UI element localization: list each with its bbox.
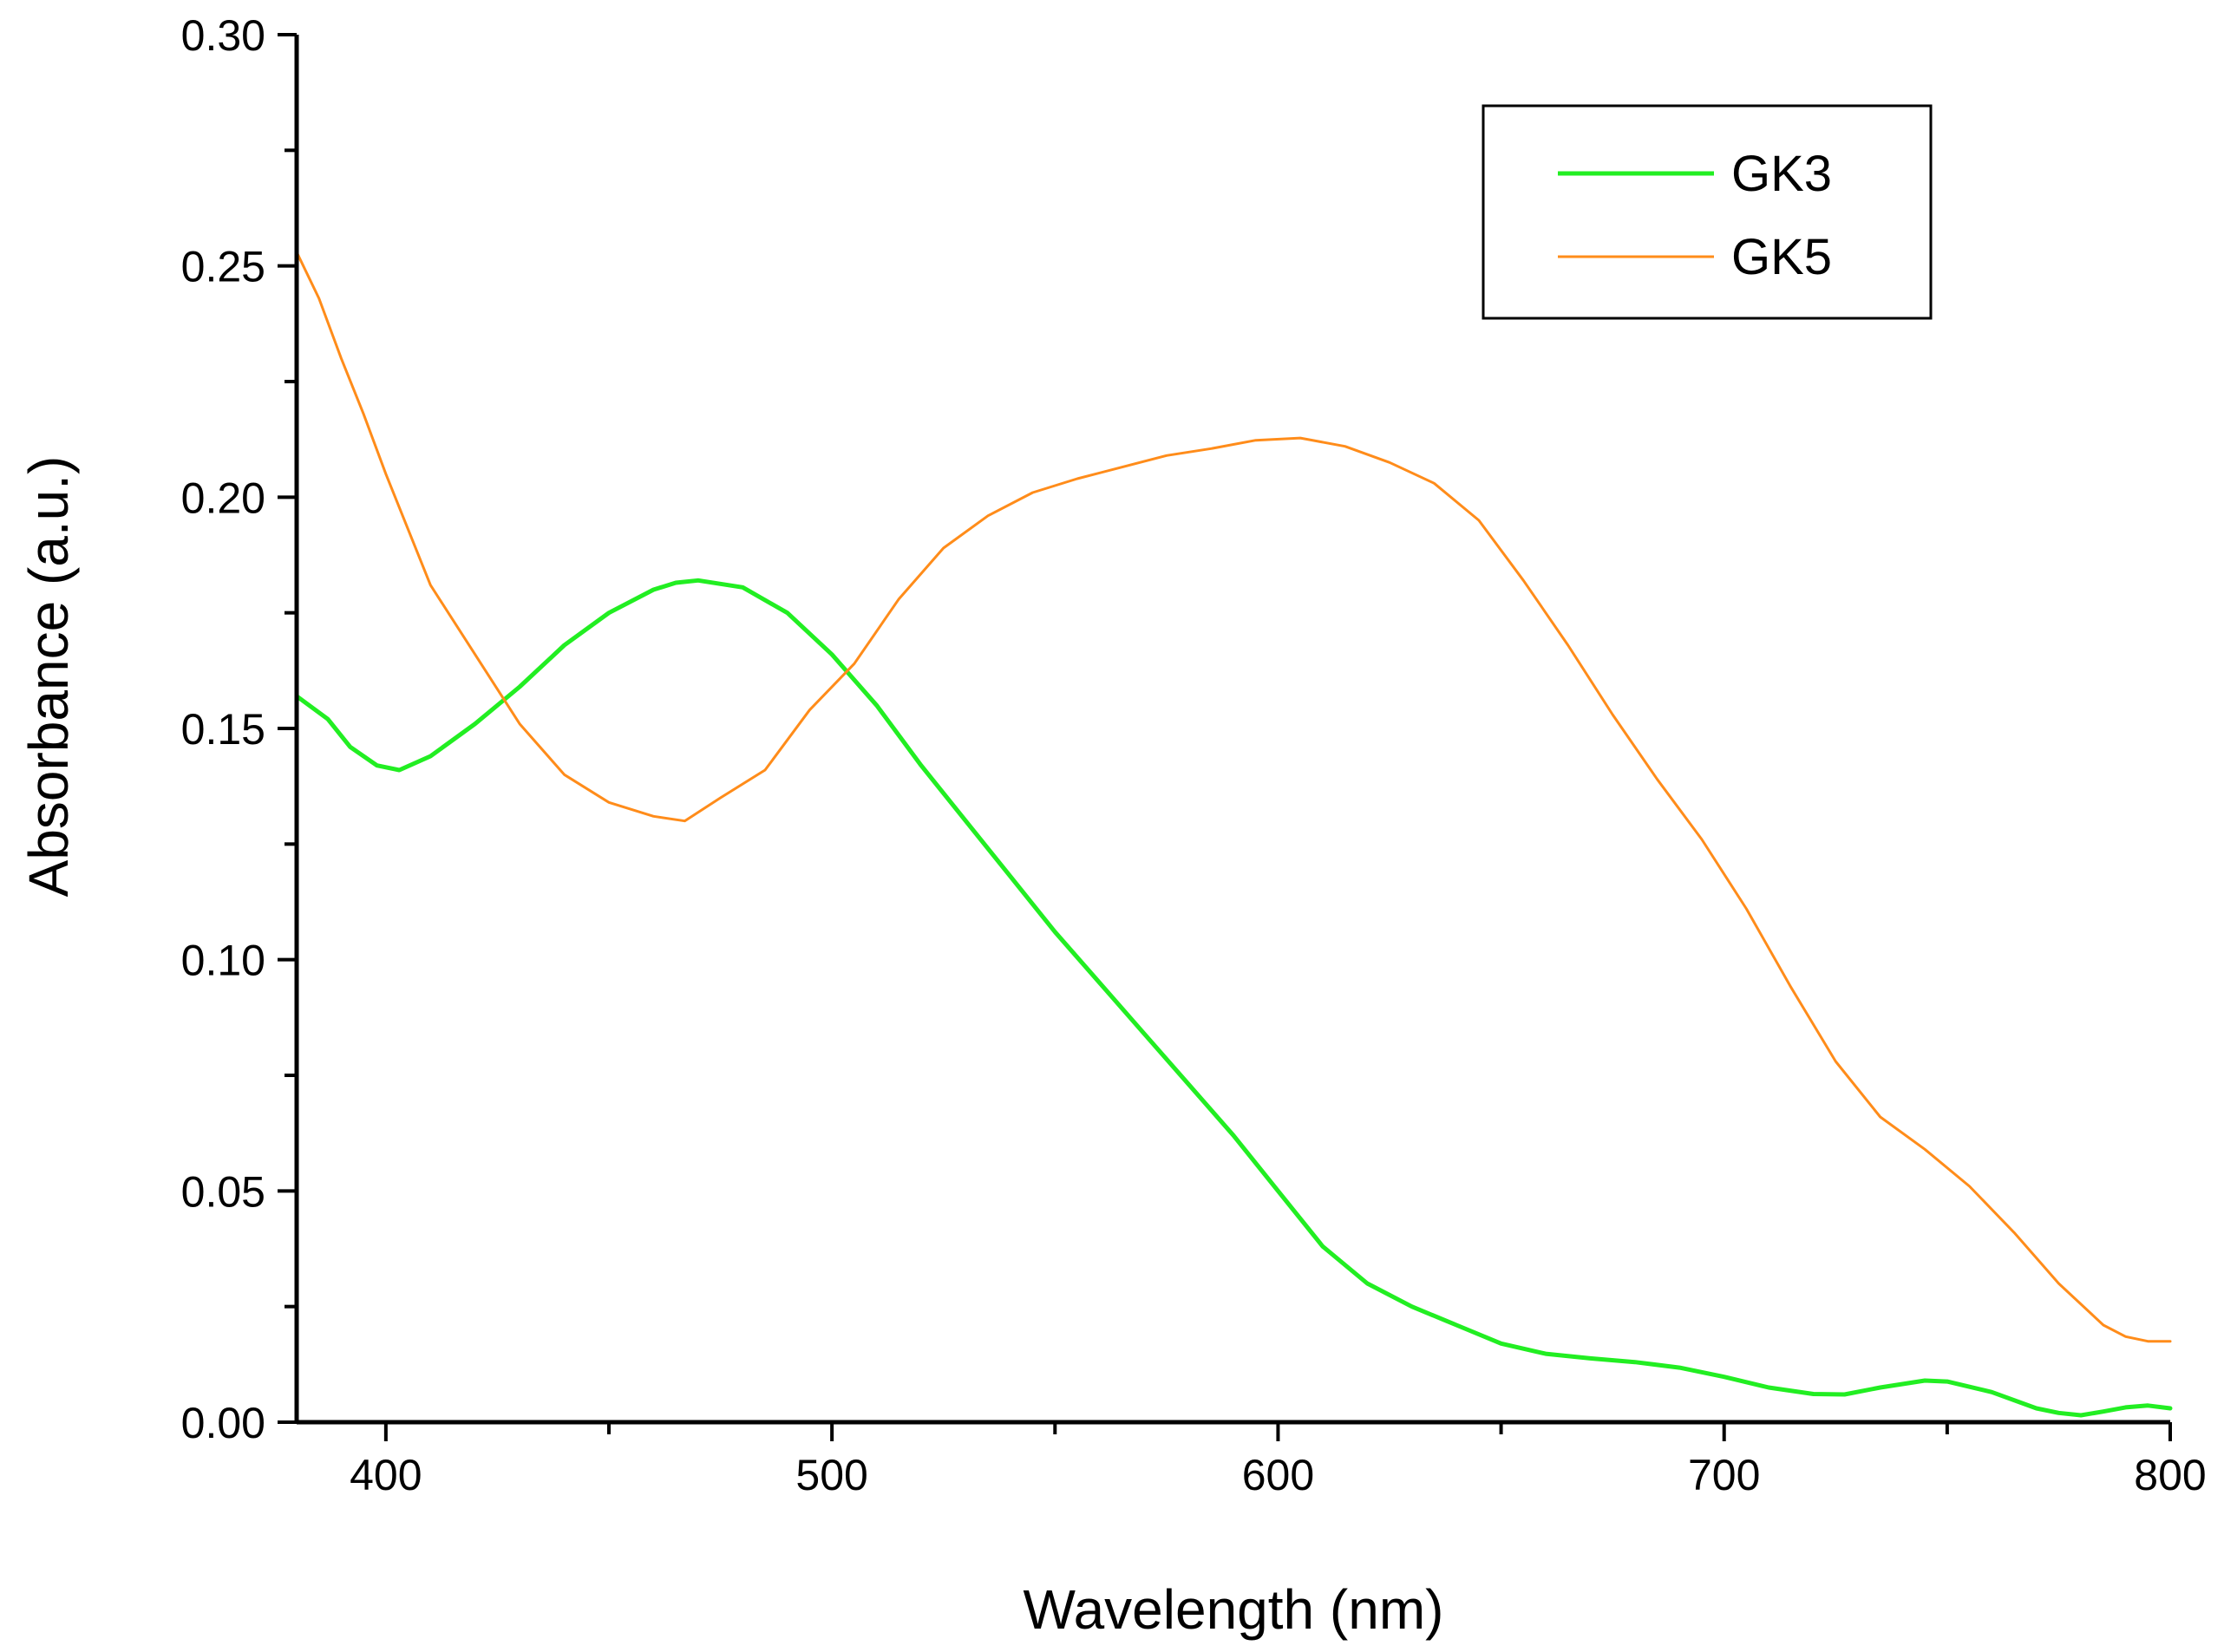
y-axis-title: Absorbance (a.u.) — [17, 456, 80, 898]
y-tick-label: 0.15 — [181, 705, 265, 754]
x-axis-title: Wavelength (nm) — [1024, 1578, 1444, 1641]
legend: GK3 GK5 — [1482, 104, 1933, 320]
y-tick-label: 0.30 — [181, 11, 265, 60]
y-tick-label: 0.20 — [181, 473, 265, 522]
x-tick-label: 600 — [1242, 1451, 1314, 1499]
x-tick-label: 800 — [2134, 1451, 2206, 1499]
legend-label-gk5: GK5 — [1731, 229, 1832, 285]
y-tick-label: 0.25 — [181, 243, 265, 291]
y-tick-label: 0.00 — [181, 1399, 265, 1447]
legend-label-gk3: GK3 — [1731, 146, 1832, 202]
legend-box — [1482, 104, 1933, 320]
x-tick-label: 700 — [1688, 1451, 1760, 1499]
labels-layer: 0.00 0.05 0.10 0.15 0.20 0.25 0.30 400 500 600 700… — [181, 11, 2207, 1499]
x-tick-label: 500 — [795, 1451, 867, 1499]
series-line-gk3 — [294, 578, 2173, 1418]
series-line-gk5 — [295, 251, 2172, 1343]
ticks-layer — [278, 33, 2172, 1441]
x-tick-label: 400 — [350, 1451, 422, 1499]
y-tick-label: 0.10 — [181, 937, 265, 985]
y-tick-label: 0.05 — [181, 1167, 265, 1216]
series-layer — [294, 251, 2173, 1418]
